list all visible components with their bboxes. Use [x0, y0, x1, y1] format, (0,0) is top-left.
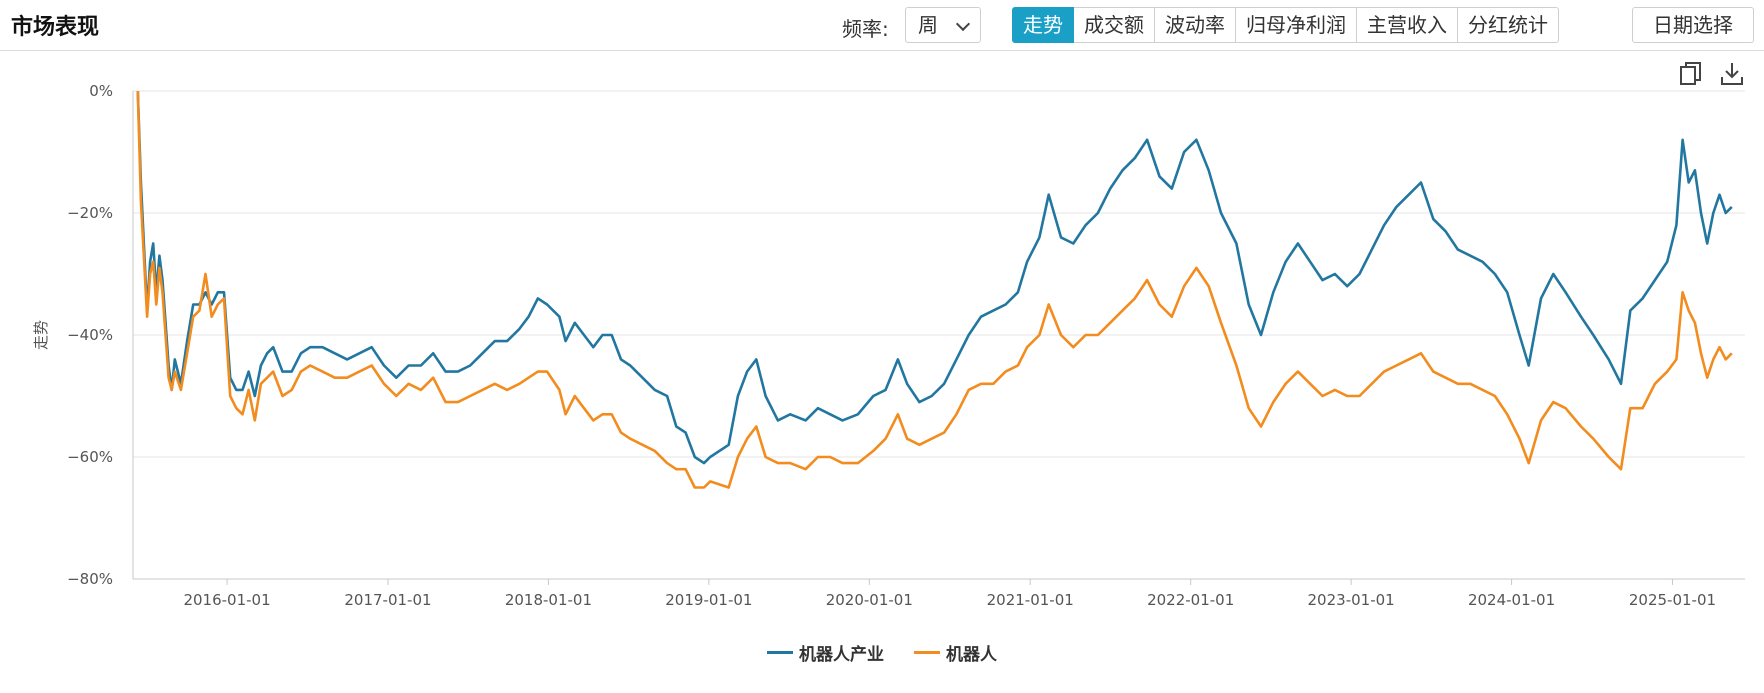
x-tick-label: 2021-01-01	[987, 591, 1074, 609]
y-tick-label: −20%	[67, 204, 113, 222]
tab-revenue[interactable]: 主营收入	[1357, 7, 1458, 43]
legend-swatch	[767, 651, 793, 654]
x-axis: 2016-01-01 2017-01-01 2018-01-01 2019-01-01…	[133, 578, 1745, 609]
header-bar: 市场表现 频率: 周 走势 成交额 波动率 归母净利润 主营收入 分红统计 日期…	[0, 0, 1764, 51]
y-tick-label: −40%	[67, 326, 113, 344]
x-tick-label: 2025-01-01	[1629, 591, 1716, 609]
x-tick-label: 2022-01-01	[1147, 591, 1234, 609]
y-axis: 0% −20% −40% −60% −80%	[67, 82, 134, 588]
x-tick-label: 2019-01-01	[665, 591, 752, 609]
frequency-select[interactable]: 周	[905, 7, 981, 43]
x-tick-label: 2020-01-01	[826, 591, 913, 609]
copy-icon[interactable]	[1677, 60, 1705, 88]
page-title: 市场表现	[11, 15, 100, 40]
legend-label: 机器人	[946, 645, 997, 665]
date-select-button[interactable]: 日期选择	[1632, 7, 1754, 43]
y-tick-label: −60%	[67, 448, 113, 466]
chart-legend: 机器人产业 机器人	[0, 640, 1764, 665]
legend-item-industry[interactable]: 机器人产业	[767, 640, 884, 665]
frequency-label: 频率:	[842, 17, 889, 41]
x-tick-label: 2023-01-01	[1308, 591, 1395, 609]
y-tick-label: 0%	[89, 82, 113, 100]
legend-swatch	[914, 651, 940, 654]
x-tick-label: 2018-01-01	[505, 591, 592, 609]
trend-chart: 0%−20%−40%−60%−80% 2016-01-01 2017-01-01 2…	[32, 82, 1745, 609]
tab-net-profit[interactable]: 归母净利润	[1236, 7, 1357, 43]
tab-dividend[interactable]: 分红统计	[1458, 7, 1559, 43]
download-icon[interactable]	[1718, 60, 1746, 88]
x-tick-label: 2024-01-01	[1468, 591, 1555, 609]
tab-volatility[interactable]: 波动率	[1155, 7, 1236, 43]
tab-trend[interactable]: 走势	[1012, 7, 1074, 43]
y-tick-label: −80%	[67, 570, 113, 588]
chart-grid	[133, 90, 1745, 580]
frequency-value: 周	[918, 13, 938, 37]
legend-item-robot[interactable]: 机器人	[914, 640, 997, 665]
series-line-0[interactable]	[136, 90, 1733, 465]
series-line-1[interactable]	[136, 90, 1733, 489]
metric-tabs: 走势 成交额 波动率 归母净利润 主营收入 分红统计	[1012, 7, 1559, 43]
chevron-down-icon	[955, 16, 971, 32]
tab-turnover[interactable]: 成交额	[1074, 7, 1155, 43]
x-tick-label: 2016-01-01	[183, 591, 270, 609]
chart-series	[136, 90, 1733, 489]
x-tick-label: 2017-01-01	[344, 591, 431, 609]
y-axis-label: 走势	[32, 320, 50, 350]
legend-label: 机器人产业	[799, 645, 884, 665]
